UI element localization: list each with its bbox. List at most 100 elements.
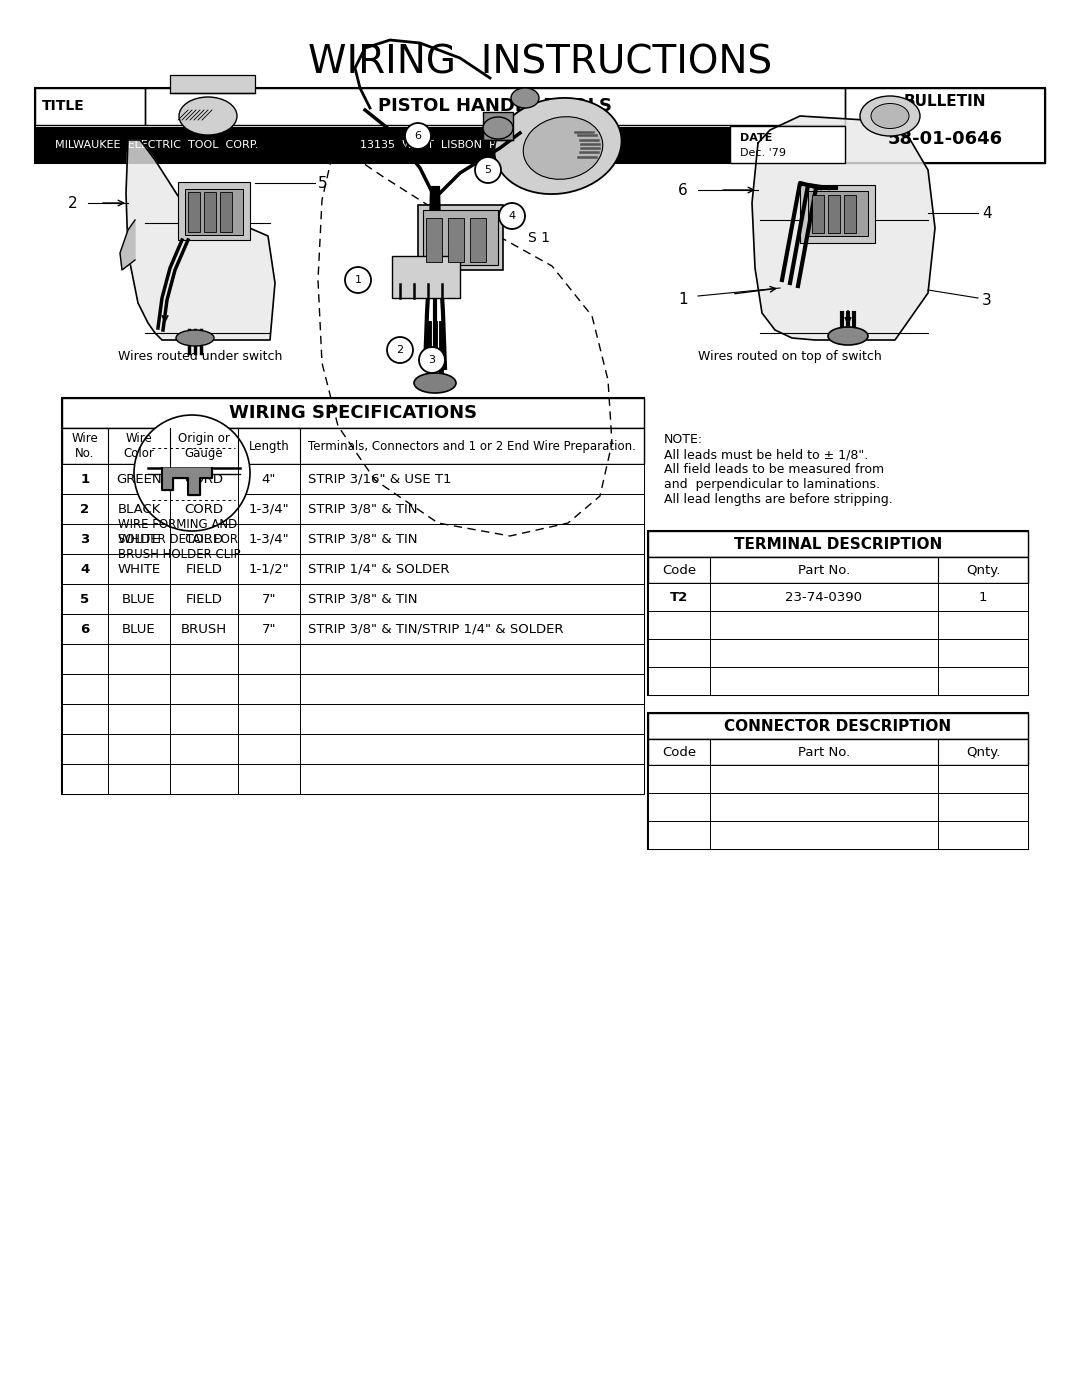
Text: 4: 4 bbox=[982, 205, 991, 221]
Circle shape bbox=[387, 337, 413, 364]
Circle shape bbox=[499, 203, 525, 229]
Text: PISTOL HANDLE TOOLS: PISTOL HANDLE TOOLS bbox=[378, 97, 612, 115]
Circle shape bbox=[419, 347, 445, 373]
Text: 2: 2 bbox=[80, 502, 90, 515]
Circle shape bbox=[134, 415, 249, 532]
Bar bbox=[808, 192, 868, 236]
Text: 13135  WEST  LISBON  RD  BROOKFIELD,WIS: 13135 WEST LISBON RD BROOKFIELD,WIS bbox=[360, 140, 609, 150]
Bar bbox=[178, 182, 249, 240]
Ellipse shape bbox=[176, 330, 214, 346]
Text: 1: 1 bbox=[354, 275, 362, 285]
Bar bbox=[35, 87, 1045, 162]
Circle shape bbox=[405, 124, 431, 149]
Text: Part No.: Part No. bbox=[798, 564, 850, 576]
Text: STRIP 3/8" & TIN: STRIP 3/8" & TIN bbox=[308, 533, 418, 545]
Text: 2: 2 bbox=[396, 346, 404, 355]
Ellipse shape bbox=[870, 104, 909, 129]
Text: STRIP 1/4" & SOLDER: STRIP 1/4" & SOLDER bbox=[308, 562, 449, 576]
Bar bbox=[418, 205, 503, 271]
Text: STRIP 3/8" & TIN: STRIP 3/8" & TIN bbox=[308, 502, 418, 515]
Bar bbox=[392, 255, 460, 298]
Text: DATE: DATE bbox=[740, 133, 772, 143]
Bar bbox=[36, 126, 845, 162]
Bar bbox=[62, 675, 644, 704]
Bar bbox=[828, 194, 840, 233]
Text: 3: 3 bbox=[982, 293, 991, 308]
Bar bbox=[62, 763, 644, 794]
Text: 1-1/2": 1-1/2" bbox=[248, 562, 289, 576]
Bar bbox=[648, 713, 1028, 738]
Bar bbox=[448, 218, 464, 262]
Bar bbox=[470, 218, 486, 262]
Ellipse shape bbox=[860, 96, 920, 136]
Text: 6: 6 bbox=[415, 130, 421, 142]
Bar bbox=[170, 75, 255, 93]
Ellipse shape bbox=[511, 87, 539, 108]
Text: GREEN: GREEN bbox=[117, 472, 162, 486]
Text: Terminals, Connectors and 1 or 2 End Wire Preparation.: Terminals, Connectors and 1 or 2 End Wir… bbox=[308, 440, 636, 452]
Text: STRIP 3/8" & TIN: STRIP 3/8" & TIN bbox=[308, 593, 418, 605]
Bar bbox=[648, 738, 1028, 765]
Text: WHITE: WHITE bbox=[118, 562, 161, 576]
Bar bbox=[423, 210, 498, 265]
Text: MILWAUKEE  ELECTRIC  TOOL  CORP.: MILWAUKEE ELECTRIC TOOL CORP. bbox=[55, 140, 258, 150]
Text: Length: Length bbox=[248, 440, 289, 452]
Text: 3: 3 bbox=[80, 533, 90, 545]
Text: Wire
Color: Wire Color bbox=[123, 432, 154, 459]
Text: 58-01-0646: 58-01-0646 bbox=[888, 130, 1002, 149]
Ellipse shape bbox=[483, 117, 513, 139]
Text: Dec. '79: Dec. '79 bbox=[740, 147, 786, 158]
Text: WIRE FORMING AND
SOLDER DETAIL FOR
BRUSH HOLDER CLIP: WIRE FORMING AND SOLDER DETAIL FOR BRUSH… bbox=[118, 518, 241, 561]
Text: NOTE:
All leads must be held to ± 1/8".
All field leads to be measured from
and : NOTE: All leads must be held to ± 1/8". … bbox=[664, 433, 893, 507]
Bar bbox=[62, 704, 644, 734]
Bar bbox=[648, 532, 1028, 557]
Bar bbox=[812, 194, 824, 233]
Bar bbox=[145, 87, 845, 125]
Polygon shape bbox=[120, 221, 135, 271]
Polygon shape bbox=[752, 117, 935, 340]
Text: WIRING SPECIFICATIONS: WIRING SPECIFICATIONS bbox=[229, 404, 477, 422]
Text: CORD: CORD bbox=[185, 502, 224, 515]
Bar bbox=[648, 765, 1028, 793]
Bar bbox=[62, 584, 644, 613]
Text: 5: 5 bbox=[485, 165, 491, 175]
Bar bbox=[426, 218, 442, 262]
Text: TITLE: TITLE bbox=[42, 99, 84, 112]
Bar bbox=[648, 611, 1028, 638]
Bar bbox=[62, 428, 644, 464]
Circle shape bbox=[345, 266, 372, 293]
Bar bbox=[845, 87, 1045, 162]
Text: 7": 7" bbox=[261, 622, 276, 636]
Text: Code: Code bbox=[662, 745, 697, 758]
Text: BULLETIN: BULLETIN bbox=[904, 93, 986, 108]
Bar bbox=[648, 557, 1028, 583]
Text: FIELD: FIELD bbox=[186, 562, 222, 576]
Bar bbox=[188, 192, 200, 232]
Bar bbox=[648, 793, 1028, 820]
Text: 3: 3 bbox=[429, 355, 435, 365]
Bar bbox=[35, 87, 145, 125]
Text: 4: 4 bbox=[509, 211, 515, 221]
Text: 6: 6 bbox=[80, 622, 90, 636]
Text: Code: Code bbox=[662, 564, 697, 576]
Bar bbox=[648, 820, 1028, 849]
Text: STRIP 3/8" & TIN/STRIP 1/4" & SOLDER: STRIP 3/8" & TIN/STRIP 1/4" & SOLDER bbox=[308, 622, 564, 636]
Circle shape bbox=[475, 157, 501, 183]
Text: 5: 5 bbox=[318, 175, 327, 190]
Text: Wires routed under switch: Wires routed under switch bbox=[118, 350, 282, 362]
Bar bbox=[204, 192, 216, 232]
Bar bbox=[62, 464, 644, 494]
Text: BLUE: BLUE bbox=[122, 622, 156, 636]
Text: TERMINAL DESCRIPTION: TERMINAL DESCRIPTION bbox=[734, 537, 942, 551]
Text: Qnty.: Qnty. bbox=[966, 745, 1000, 758]
Text: 7": 7" bbox=[261, 593, 276, 605]
Text: Wire
No.: Wire No. bbox=[71, 432, 98, 459]
Bar bbox=[62, 554, 644, 584]
Text: 1: 1 bbox=[678, 291, 688, 307]
Bar bbox=[648, 638, 1028, 668]
Text: BLACK: BLACK bbox=[118, 502, 161, 515]
Bar bbox=[648, 583, 1028, 611]
Text: 1: 1 bbox=[80, 472, 90, 486]
Ellipse shape bbox=[414, 373, 456, 393]
Bar bbox=[730, 126, 845, 162]
